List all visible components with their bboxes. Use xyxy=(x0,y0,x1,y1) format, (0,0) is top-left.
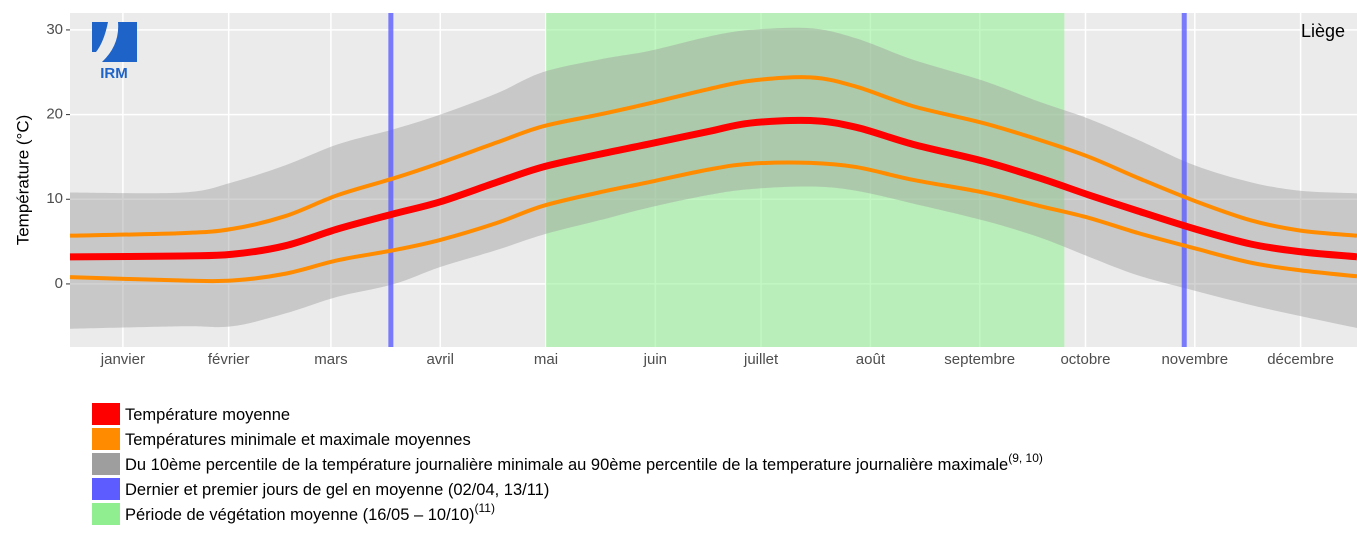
legend-swatch xyxy=(92,453,120,475)
x-tick-label: avril xyxy=(426,351,454,368)
x-tick-label: février xyxy=(208,351,250,368)
x-tick-label: novembre xyxy=(1161,351,1228,368)
x-tick-label: août xyxy=(856,351,886,368)
legend-swatch xyxy=(92,428,120,450)
legend-swatch xyxy=(92,403,120,425)
legend-text: Température moyenne xyxy=(125,406,290,424)
legend-label: Période de végétation moyenne (16/05 – 1… xyxy=(125,501,495,524)
temperature-line xyxy=(69,116,1357,261)
legend-text: Période de végétation moyenne (16/05 – 1… xyxy=(125,506,475,524)
y-tick-label: 20 xyxy=(46,106,63,123)
y-tick-label: 0 xyxy=(55,275,63,292)
legend-text: Températures minimale et maximale moyenn… xyxy=(125,431,471,449)
x-tick-label: juillet xyxy=(743,351,779,368)
legend-text: Du 10ème percentile de la température jo… xyxy=(125,456,1008,474)
x-tick-label: mars xyxy=(314,351,347,368)
legend-label: Du 10ème percentile de la température jo… xyxy=(125,451,1043,474)
temperature-line xyxy=(69,75,1357,238)
legend-label: Température moyenne xyxy=(125,406,290,424)
legend-superscript: (11) xyxy=(475,501,495,515)
x-tick-label: janvier xyxy=(100,351,145,368)
legend-label: Températures minimale et maximale moyenn… xyxy=(125,431,471,449)
legend-text: Dernier et premier jours de gel en moyen… xyxy=(125,481,549,499)
legend-superscript: (9, 10) xyxy=(1008,451,1043,465)
x-tick-label: mai xyxy=(534,351,558,368)
y-tick-label: 10 xyxy=(46,190,63,207)
vegetation-period xyxy=(546,13,1065,347)
logo: IRM xyxy=(92,22,137,82)
legend-swatch xyxy=(92,503,120,525)
y-axis-label: Température (°C) xyxy=(13,115,32,246)
legend-label: Dernier et premier jours de gel en moyen… xyxy=(125,481,549,499)
legend-swatch xyxy=(92,478,120,500)
logo-text: IRM xyxy=(100,65,128,82)
x-tick-label: juin xyxy=(643,351,667,368)
x-tick-label: septembre xyxy=(944,351,1015,368)
y-tick-label: 30 xyxy=(46,21,63,38)
x-tick-label: octobre xyxy=(1060,351,1110,368)
chart-title: Liège xyxy=(1301,21,1345,41)
temperature-line xyxy=(69,160,1357,284)
x-tick-label: décembre xyxy=(1267,351,1334,368)
